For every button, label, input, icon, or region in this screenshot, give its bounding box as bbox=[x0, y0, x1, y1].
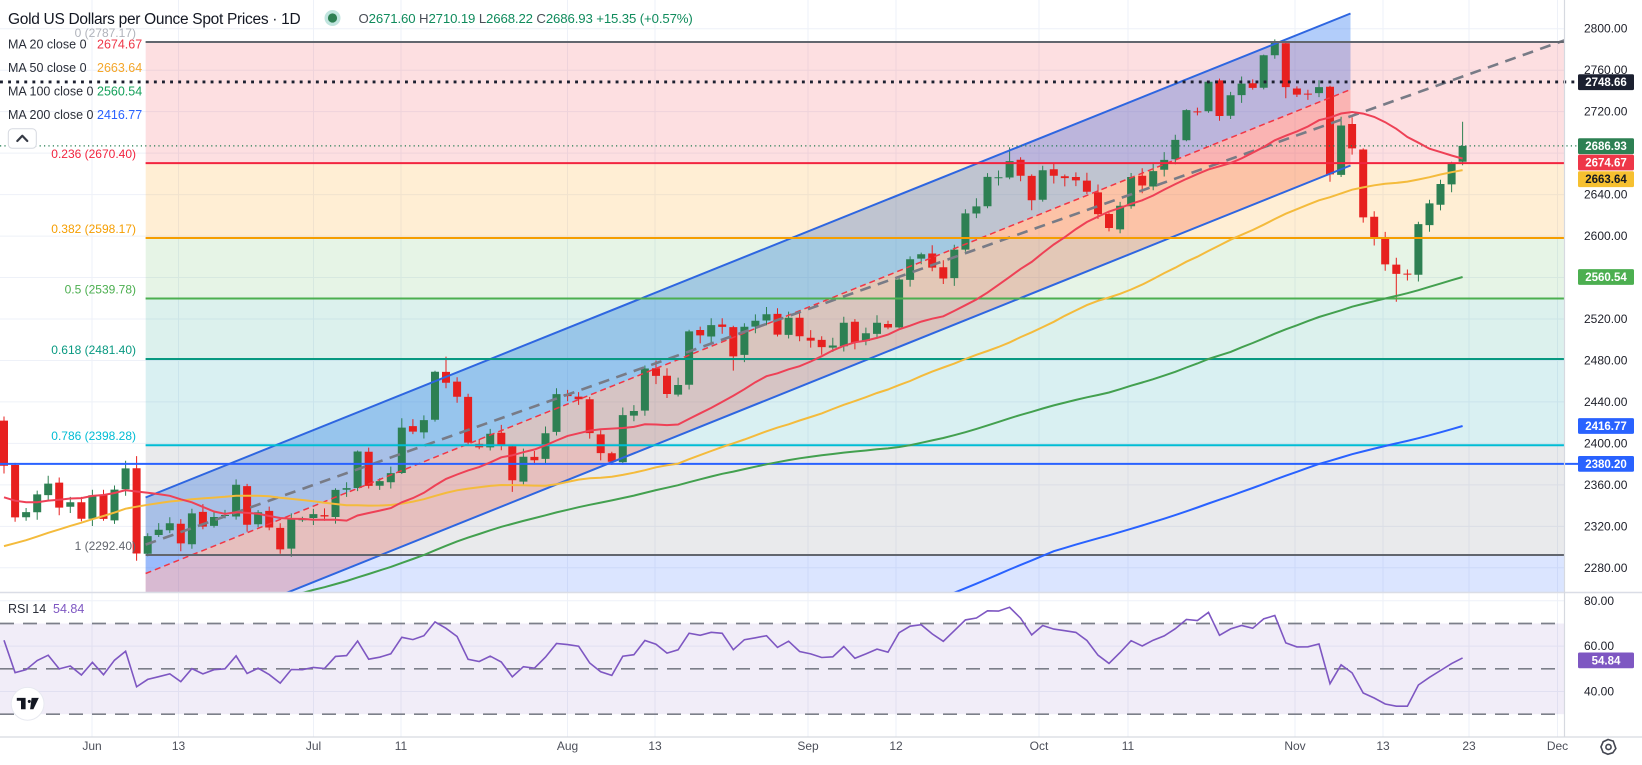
svg-text:2663.64: 2663.64 bbox=[1585, 174, 1627, 186]
svg-text:2674.67: 2674.67 bbox=[1585, 158, 1627, 170]
svg-text:2720.00: 2720.00 bbox=[1584, 105, 1628, 119]
svg-text:Nov: Nov bbox=[1284, 739, 1305, 753]
svg-text:2663.64: 2663.64 bbox=[97, 61, 142, 75]
svg-text:MA 100 close 0: MA 100 close 0 bbox=[8, 85, 94, 99]
svg-text:0.236 (2670.40): 0.236 (2670.40) bbox=[51, 147, 136, 161]
svg-text:Jul: Jul bbox=[306, 739, 321, 753]
svg-text:0.382 (2598.17): 0.382 (2598.17) bbox=[51, 222, 136, 236]
svg-text:2360.00: 2360.00 bbox=[1584, 478, 1628, 492]
svg-text:Sep: Sep bbox=[797, 739, 819, 753]
svg-text:2560.54: 2560.54 bbox=[97, 85, 142, 99]
svg-text:54.84: 54.84 bbox=[53, 602, 84, 616]
svg-text:RSI 14: RSI 14 bbox=[8, 602, 46, 616]
svg-text:2280.00: 2280.00 bbox=[1584, 561, 1628, 575]
svg-text:O2671.60 H2710.19 L2668.22 C26: O2671.60 H2710.19 L2668.22 C2686.93 +15.… bbox=[359, 11, 693, 26]
svg-text:2800.00: 2800.00 bbox=[1584, 22, 1628, 36]
svg-text:11: 11 bbox=[395, 739, 408, 753]
svg-text:2640.00: 2640.00 bbox=[1584, 188, 1628, 202]
svg-text:54.84: 54.84 bbox=[1592, 655, 1621, 667]
svg-text:0.618 (2481.40): 0.618 (2481.40) bbox=[51, 343, 136, 357]
svg-text:Aug: Aug bbox=[557, 739, 578, 753]
svg-text:0 (2787.17): 0 (2787.17) bbox=[75, 26, 136, 40]
svg-text:2400.00: 2400.00 bbox=[1584, 436, 1628, 450]
svg-text:2760.00: 2760.00 bbox=[1584, 63, 1628, 77]
svg-text:23: 23 bbox=[1462, 739, 1476, 753]
svg-text:MA 200 close 0: MA 200 close 0 bbox=[8, 108, 94, 122]
svg-text:2600.00: 2600.00 bbox=[1584, 229, 1628, 243]
svg-text:2560.54: 2560.54 bbox=[1585, 272, 1627, 284]
svg-text:2520.00: 2520.00 bbox=[1584, 312, 1628, 326]
svg-text:MA 50 close 0: MA 50 close 0 bbox=[8, 61, 87, 75]
svg-text:MA 20 close 0: MA 20 close 0 bbox=[8, 38, 87, 52]
svg-text:13: 13 bbox=[648, 739, 662, 753]
svg-text:Jun: Jun bbox=[82, 739, 101, 753]
svg-text:80.00: 80.00 bbox=[1584, 594, 1614, 608]
svg-text:2480.00: 2480.00 bbox=[1584, 354, 1628, 368]
svg-text:2320.00: 2320.00 bbox=[1584, 519, 1628, 533]
svg-text:Oct: Oct bbox=[1030, 739, 1049, 753]
svg-text:2416.77: 2416.77 bbox=[97, 108, 142, 122]
svg-text:Gold US Dollars per Ounce Spot: Gold US Dollars per Ounce Spot Prices · … bbox=[8, 11, 300, 28]
svg-text:2440.00: 2440.00 bbox=[1584, 395, 1628, 409]
svg-text:Dec: Dec bbox=[1547, 739, 1568, 753]
svg-text:13: 13 bbox=[1376, 739, 1390, 753]
svg-text:2416.77: 2416.77 bbox=[1585, 421, 1627, 433]
svg-text:2686.93: 2686.93 bbox=[1585, 141, 1627, 153]
svg-text:12: 12 bbox=[889, 739, 903, 753]
svg-text:0.786 (2398.28): 0.786 (2398.28) bbox=[51, 429, 136, 443]
svg-text:2380.20: 2380.20 bbox=[1585, 459, 1627, 471]
svg-text:11: 11 bbox=[1122, 739, 1135, 753]
svg-text:13: 13 bbox=[172, 739, 186, 753]
svg-text:2748.66: 2748.66 bbox=[1585, 77, 1627, 89]
svg-text:2674.67: 2674.67 bbox=[97, 38, 142, 52]
svg-text:1 (2292.40): 1 (2292.40) bbox=[75, 539, 136, 553]
svg-text:0.5 (2539.78): 0.5 (2539.78) bbox=[65, 283, 136, 297]
svg-text:40.00: 40.00 bbox=[1584, 685, 1614, 699]
svg-text:60.00: 60.00 bbox=[1584, 639, 1614, 653]
